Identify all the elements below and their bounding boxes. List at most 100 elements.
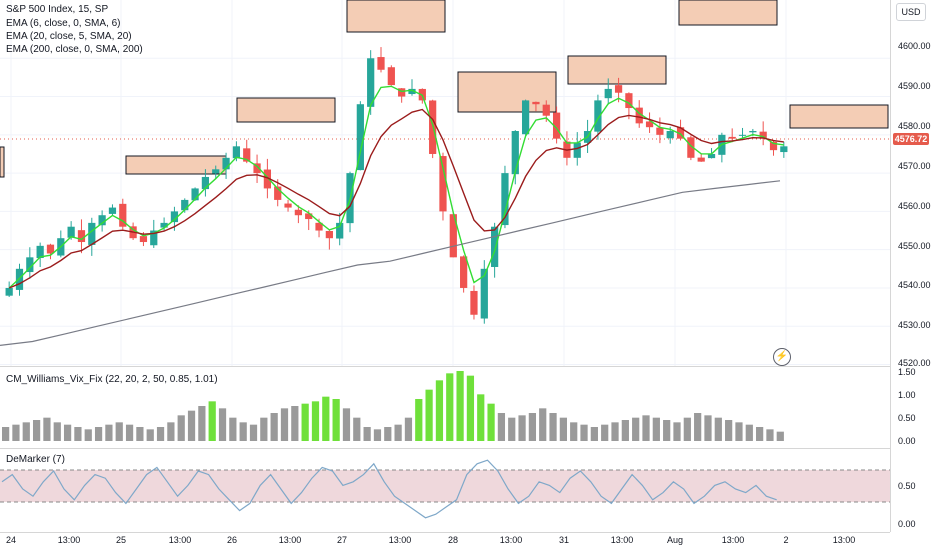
price-tick: 4560.00 [898,201,931,211]
wvf-bar [198,406,206,441]
legend-ema200[interactable]: EMA (200, close, 0, SMA, 200) [6,44,143,55]
legend-demarker[interactable]: DeMarker (7) [6,454,65,465]
time-tick: 13:00 [499,535,523,545]
candle-body [759,131,767,139]
wvf-bar [167,422,175,441]
wvf-bar [466,375,475,441]
candle-body [552,112,561,139]
candle-body [98,215,106,226]
time-tick: 13:00 [388,535,412,545]
wvf-bar [673,422,681,441]
wvf-bar [725,420,733,441]
time-tick: 13:00 [721,535,745,545]
wvf-bar [43,417,51,441]
candle-body [614,85,623,93]
candle-body [439,156,447,212]
candle-body [676,127,685,139]
wvf-bar [22,422,30,441]
price-tick: 4540.00 [898,280,931,290]
legend-ema20[interactable]: EMA (20, close, 5, SMA, 20) [6,31,132,42]
candle-body [594,100,602,132]
candle-body [749,131,757,133]
price-tick: 4600.00 [898,41,931,51]
price-tick: 4530.00 [898,320,931,330]
legend-symbol[interactable]: S&P 500 Index, 15, SP [6,4,109,15]
price-chart-svg[interactable] [0,0,890,366]
time-tick: 31 [558,535,570,545]
wvf-bar [84,429,92,441]
time-tick: 13:00 [168,535,192,545]
williams-vix-fix-pane[interactable] [0,366,890,449]
candle-body [604,88,612,99]
candle-body [67,226,75,238]
williams-vix-fix-svg[interactable] [0,367,890,449]
wvf-bar [611,422,619,441]
legend-ema6[interactable]: EMA (6, close, 0, SMA, 6) [6,18,121,29]
candle-body [707,153,716,159]
wvf-bar [53,422,61,441]
annotation-box [678,0,778,26]
time-axis[interactable] [0,532,890,551]
lightning-icon[interactable]: ⚡ [773,348,791,366]
candle-body [470,290,478,315]
time-tick: 28 [447,535,459,545]
candle-body [532,101,540,105]
legend-wvf[interactable]: CM_Williams_Vix_Fix (22, 20, 2, 50, 0.85… [6,374,218,385]
price-chart-pane[interactable] [0,0,890,366]
wvf-bar [177,415,185,441]
demarker-band [0,470,890,502]
currency-button[interactable]: USD [896,3,926,21]
wvf-bar [694,413,702,441]
candle-body [666,131,674,139]
wvf-bar [208,401,216,441]
candle-body [305,213,313,220]
candle-body [201,176,210,190]
ema200-line [0,180,781,346]
annotation-box [125,155,227,175]
wvf-tick: 1.00 [898,390,916,400]
wvf-bar [322,396,330,441]
candle-body [738,134,747,136]
time-tick: Aug [666,535,684,545]
wvf-bar [477,394,485,441]
wvf-bar [632,417,640,441]
candle-body [108,207,117,214]
time-tick: 2 [783,535,789,545]
price-tick: 4570.00 [898,161,931,171]
wvf-bar [663,420,671,441]
wvf-bar [714,417,722,441]
demarker-line [1,459,777,519]
candle-body [625,93,633,109]
time-tick: 13:00 [610,535,634,545]
wvf-bar [580,424,588,441]
candle-body [88,222,96,245]
time-tick: 26 [226,535,238,545]
wvf-bar [105,424,113,441]
time-tick: 27 [336,535,348,545]
candle-body [697,157,705,162]
wvf-bar [363,427,371,441]
candle-body [15,268,24,290]
wvf-bar [32,420,41,441]
demarker-svg[interactable] [0,449,890,533]
price-axis[interactable] [890,0,932,532]
wvf-bar [776,431,784,441]
candle-body [181,199,189,211]
wvf-bar [621,420,629,441]
wvf-tick: 0.50 [898,413,916,423]
candle-body [26,257,34,273]
wvf-bar [342,408,351,441]
candle-body [191,188,199,201]
wvf-bar [280,408,289,441]
demarker-tick: 0.00 [898,519,916,529]
price-tick: 4520.00 [898,358,931,368]
demarker-tick: 0.50 [898,481,916,491]
price-tick: 4590.00 [898,81,931,91]
wvf-bar [125,424,134,441]
candle-body [284,203,292,208]
candle-body [480,268,488,319]
price-tick: 4550.00 [898,241,931,251]
demarker-pane[interactable] [0,448,890,533]
candle-body [645,121,654,128]
wvf-bar [353,417,361,441]
